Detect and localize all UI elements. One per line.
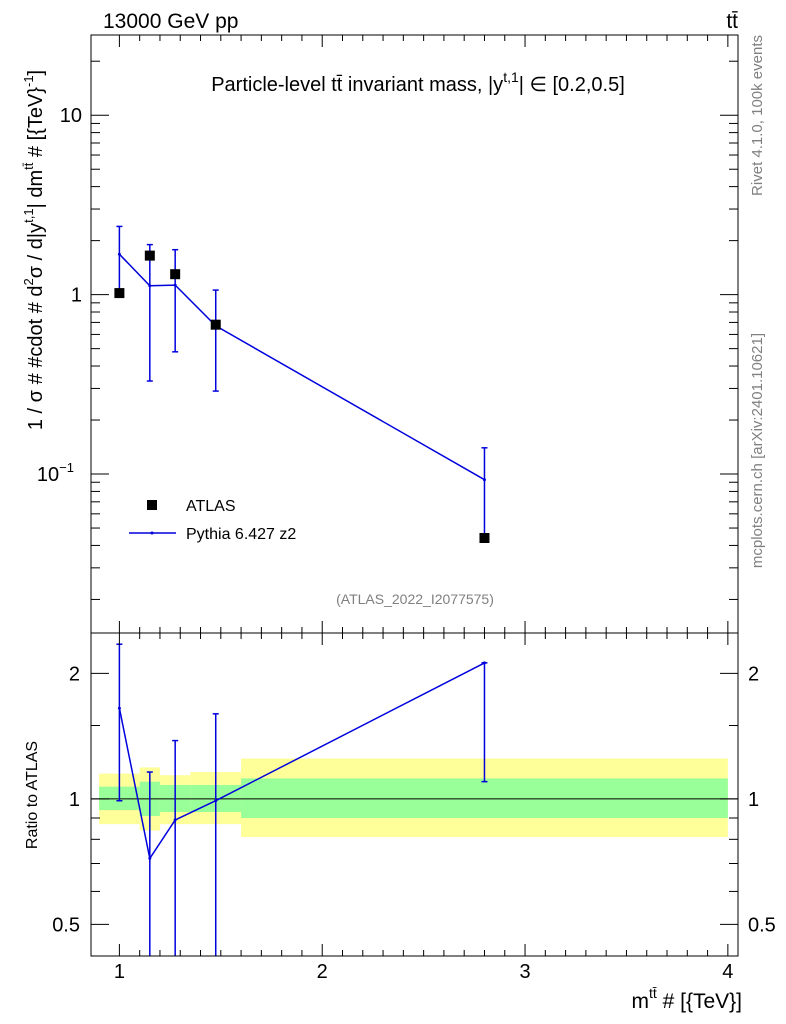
ratio-uncertainty-bands: [99, 758, 728, 838]
ratio-y-tick-label-right: 1: [748, 789, 759, 811]
analysis-watermark: (ATLAS_2022_I2077575): [336, 591, 494, 607]
ratio-y-tick-label: 2: [69, 663, 80, 685]
ratio-pythia-point: [117, 706, 121, 710]
ratio-plot-frame: [90, 632, 739, 957]
pythia-point: [173, 283, 177, 287]
main-mc-series: [116, 225, 488, 536]
x-axis-label: mtt̄ # [{TeV}]: [631, 985, 742, 1013]
main-y-axis-label: 1 / σ # #cdot # d2σ / d|yt,1| dmtt̄ # [{…: [21, 70, 47, 430]
ratio-y-tick-label: 0.5: [52, 914, 80, 936]
atlas-point: [170, 269, 181, 280]
pythia-point: [117, 252, 121, 256]
x-tick-label: 4: [722, 961, 733, 983]
atlas-point: [210, 319, 221, 330]
atlas-point: [144, 250, 155, 261]
x-tick-label: 2: [317, 961, 328, 983]
legend-pythia-marker: [150, 531, 154, 535]
main-y-tick-label: 1: [71, 285, 82, 307]
ratio-pythia-point: [482, 661, 486, 665]
atlas-point: [114, 288, 125, 299]
mcplots-label: mcplots.cern.ch [arXiv:2401.10621]: [749, 333, 766, 568]
ratio-pythia-point: [214, 799, 218, 803]
header-right: tt̄: [726, 10, 738, 33]
atlas-point: [479, 533, 490, 544]
ratio-mc-series: [116, 643, 488, 956]
main-y-tick-label: 10: [60, 105, 82, 127]
main-data-series: [114, 250, 490, 544]
ratio-tick-labels: 0.5 0.5 1 1 2 2 1 2 3 4: [52, 663, 776, 983]
x-tick-label: 3: [519, 961, 530, 983]
pythia-line: [118, 253, 485, 481]
legend: ATLAS Pythia 6.427 z2: [129, 498, 296, 543]
legend-atlas-label: ATLAS: [186, 498, 236, 515]
main-y-tick-labels: 10 1 10−1: [37, 105, 82, 486]
pythia-point: [482, 478, 486, 482]
ratio-y-tick-label-right: 0.5: [748, 914, 776, 936]
legend-pythia-label: Pythia 6.427 z2: [186, 526, 296, 543]
header-left: 13000 GeV pp: [103, 10, 238, 33]
main-axis-ticks: [91, 35, 738, 633]
pythia-point: [148, 284, 152, 288]
rivet-label: Rivet 4.1.0, 100k events: [749, 35, 766, 196]
ratio-y-tick-label-right: 2: [748, 663, 759, 685]
ratio-axis-ticks: [91, 633, 738, 956]
ratio-y-tick-label: 1: [69, 789, 80, 811]
ratio-pythia-point: [148, 856, 152, 860]
ratio-y-axis-label: Ratio to ATLAS: [24, 741, 41, 849]
x-tick-label: 1: [114, 961, 125, 983]
main-title: Particle-level tt̄ invariant mass, |yt,1…: [211, 69, 625, 96]
main-plot-frame: [90, 34, 739, 634]
ratio-pythia-point: [173, 818, 177, 822]
main-y-tick-label: 10−1: [37, 460, 74, 486]
ratio-band-inner: [241, 778, 728, 818]
legend-atlas-marker: [147, 500, 157, 510]
